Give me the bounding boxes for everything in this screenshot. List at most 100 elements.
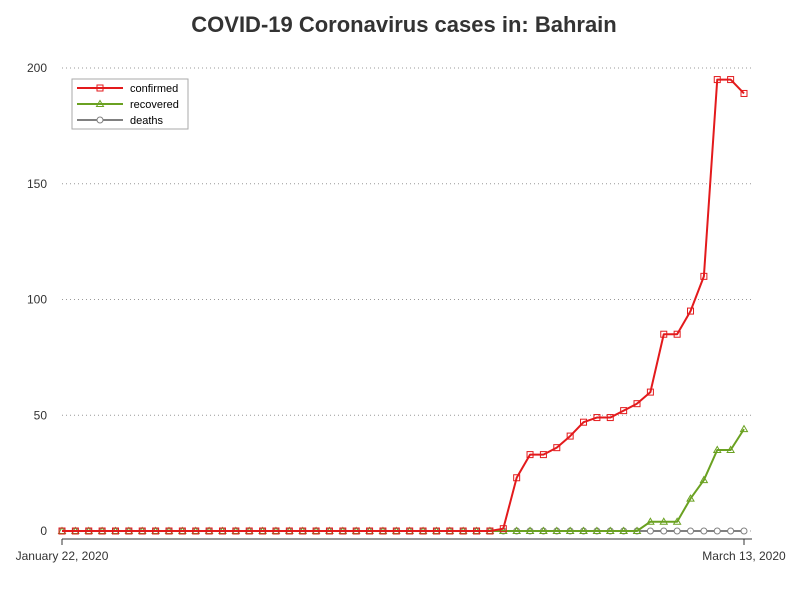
- y-tick-label-50: 50: [34, 408, 48, 422]
- data-point-confirmed: [526, 451, 534, 459]
- data-point-recovered: [659, 517, 669, 525]
- data-point-confirmed: [459, 527, 467, 535]
- data-point-confirmed: [58, 527, 66, 535]
- data-point-confirmed: [713, 76, 721, 84]
- y-tick-label-100: 100: [27, 293, 47, 307]
- data-point-recovered: [646, 517, 655, 525]
- legend-item-recovered: recovered: [77, 99, 179, 111]
- legend-marker-deaths: [96, 116, 104, 124]
- data-point-confirmed: [272, 527, 280, 535]
- data-point-recovered: [672, 517, 682, 525]
- data-point-confirmed: [285, 527, 293, 535]
- data-point-confirmed: [406, 527, 414, 535]
- legend-label-confirmed: confirmed: [130, 83, 178, 95]
- series-layer: [57, 76, 749, 535]
- data-point-confirmed: [486, 527, 494, 535]
- y-tick-label-0: 0: [40, 524, 47, 538]
- data-point-confirmed: [125, 527, 133, 535]
- data-point-confirmed: [71, 527, 79, 535]
- data-point-deaths: [713, 527, 721, 535]
- data-point-confirmed: [473, 527, 481, 535]
- data-point-confirmed: [633, 400, 641, 408]
- data-point-deaths: [660, 527, 668, 535]
- legend-marker-recovered: [95, 99, 105, 107]
- legend: confirmed recovered deaths: [71, 78, 189, 130]
- data-point-deaths: [700, 527, 708, 535]
- data-point-recovered: [739, 424, 749, 433]
- data-point-confirmed: [646, 388, 654, 396]
- data-point-recovered: [619, 526, 629, 534]
- data-point-confirmed: [352, 527, 360, 535]
- legend-marker-confirmed: [96, 84, 104, 92]
- data-point-confirmed: [152, 527, 160, 535]
- data-point-confirmed: [727, 76, 735, 84]
- data-point-deaths: [687, 527, 695, 535]
- data-point-confirmed: [178, 527, 186, 535]
- data-point-recovered: [565, 526, 575, 534]
- data-point-confirmed: [192, 527, 200, 535]
- data-point-confirmed: [312, 527, 320, 535]
- data-point-confirmed: [392, 527, 400, 535]
- data-point-recovered: [726, 445, 735, 453]
- x-tick-label-end: March 13, 2020: [702, 549, 786, 563]
- data-point-confirmed: [660, 330, 668, 338]
- data-point-confirmed: [700, 272, 708, 280]
- data-point-confirmed: [593, 414, 601, 422]
- data-point-confirmed: [165, 527, 173, 535]
- data-point-confirmed: [419, 527, 427, 535]
- series-confirmed: [58, 76, 748, 535]
- data-point-confirmed: [687, 307, 695, 315]
- x-tick-label-start: January 22, 2020: [16, 549, 109, 563]
- data-point-confirmed: [259, 527, 267, 535]
- data-point-deaths: [673, 527, 681, 535]
- data-point-confirmed: [513, 474, 521, 482]
- data-point-recovered: [699, 475, 709, 484]
- data-point-confirmed: [740, 89, 748, 97]
- data-point-recovered: [632, 526, 642, 534]
- y-tick-label-200: 200: [27, 61, 47, 75]
- x-ticks: January 22, 2020 March 13, 2020: [16, 539, 786, 563]
- data-point-confirmed: [299, 527, 307, 535]
- data-point-recovered: [579, 526, 588, 534]
- data-point-confirmed: [98, 527, 106, 535]
- data-point-recovered: [525, 526, 535, 534]
- data-point-confirmed: [580, 418, 588, 426]
- data-point-recovered: [605, 526, 615, 534]
- data-point-recovered: [712, 445, 722, 453]
- data-point-recovered: [592, 526, 602, 534]
- data-point-confirmed: [606, 414, 614, 422]
- legend-item-deaths: deaths: [77, 115, 164, 127]
- data-point-confirmed: [85, 527, 93, 535]
- data-point-confirmed: [205, 527, 213, 535]
- data-point-confirmed: [499, 525, 507, 533]
- data-point-recovered: [686, 494, 695, 502]
- data-point-deaths: [727, 527, 735, 535]
- data-point-recovered: [539, 526, 548, 534]
- data-point-confirmed: [620, 407, 628, 415]
- data-point-recovered: [512, 526, 522, 534]
- data-point-recovered: [498, 526, 508, 534]
- data-point-deaths: [740, 527, 748, 535]
- series-recovered: [57, 424, 749, 534]
- legend-item-confirmed: confirmed: [77, 83, 178, 95]
- data-point-confirmed: [366, 527, 374, 535]
- y-tick-label-150: 150: [27, 177, 47, 191]
- legend-label-recovered: recovered: [130, 99, 179, 111]
- data-point-confirmed: [218, 527, 226, 535]
- data-point-confirmed: [111, 527, 119, 535]
- data-point-confirmed: [566, 432, 574, 440]
- series-line-confirmed: [62, 78, 745, 532]
- data-point-confirmed: [325, 527, 333, 535]
- legend-label-deaths: deaths: [130, 115, 164, 127]
- chart-title: COVID-19 Coronavirus cases in: Bahrain: [191, 12, 616, 37]
- data-point-deaths: [646, 527, 654, 535]
- data-point-confirmed: [432, 527, 440, 535]
- data-point-confirmed: [446, 527, 454, 535]
- y-tick-labels: 0 50 100 150 200: [27, 61, 47, 538]
- data-point-confirmed: [138, 527, 146, 535]
- data-point-confirmed: [245, 527, 253, 535]
- data-point-confirmed: [232, 527, 240, 535]
- series-line-recovered: [62, 428, 745, 532]
